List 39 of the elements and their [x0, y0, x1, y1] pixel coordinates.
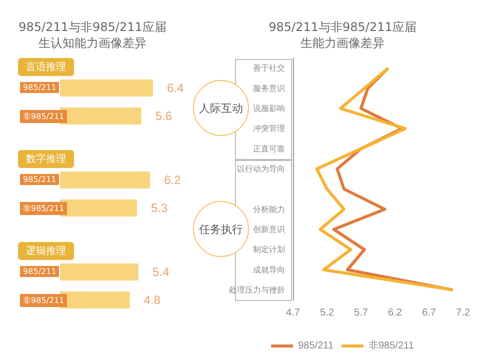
series-label: 非985/211	[20, 294, 68, 307]
bar	[60, 79, 153, 96]
x-tick-label: 7.2	[456, 308, 470, 318]
x-tick-label: 6.7	[422, 308, 436, 318]
data-label: 5.4	[152, 264, 170, 279]
y-tick-label: 分析能力	[253, 204, 285, 214]
y-tick-label: 处理压力与挫折	[229, 285, 285, 294]
data-label: 6.4	[167, 80, 184, 95]
text: 人际互动	[193, 80, 249, 136]
text: 非985/211	[23, 112, 64, 121]
x-tick-label: 5.7	[354, 308, 368, 318]
y-tick-label: 成就导向	[253, 265, 285, 274]
text: 985/211	[23, 267, 56, 276]
y-tick-label: 创新意识	[253, 224, 285, 234]
text: 任务执行	[193, 201, 249, 258]
y-tick-label: 逻辑推理	[18, 242, 74, 260]
y-tick-label: 正直可靠	[253, 144, 285, 154]
text: 985/211	[23, 175, 56, 184]
x-tick-label: 5.2	[320, 308, 334, 318]
series-label: 985/211	[20, 82, 60, 93]
legend-label: 非985/211	[368, 340, 414, 352]
legend-label: 985/211	[298, 340, 334, 352]
data-label: 5.3	[151, 201, 168, 216]
y-tick-label: 善于社交	[253, 64, 285, 73]
x-tick-label: 6.2	[388, 308, 402, 318]
data-label: 6.2	[164, 172, 182, 187]
data-label: 5.6	[155, 109, 172, 124]
text: 非985/211	[23, 204, 64, 213]
y-tick-label: 服务意识	[253, 84, 285, 93]
y-tick-label: 制定计划	[253, 245, 285, 254]
chart-title: 985/211与非985/211应届生认知能力画像差异	[18, 20, 166, 50]
data-label: 4.8	[144, 293, 161, 308]
x-tick-label: 4.7	[286, 308, 300, 318]
y-tick-label: 说服影响	[253, 104, 285, 113]
y-tick-label: 冲突管理	[253, 124, 285, 134]
y-tick-label: 数字推理	[18, 150, 74, 168]
chart-title: 985/211与非985/211应届生能力画像差异	[268, 20, 416, 50]
y-tick-label: 言语推理	[18, 58, 74, 76]
y-tick-label: 以行动为导向	[237, 164, 285, 174]
